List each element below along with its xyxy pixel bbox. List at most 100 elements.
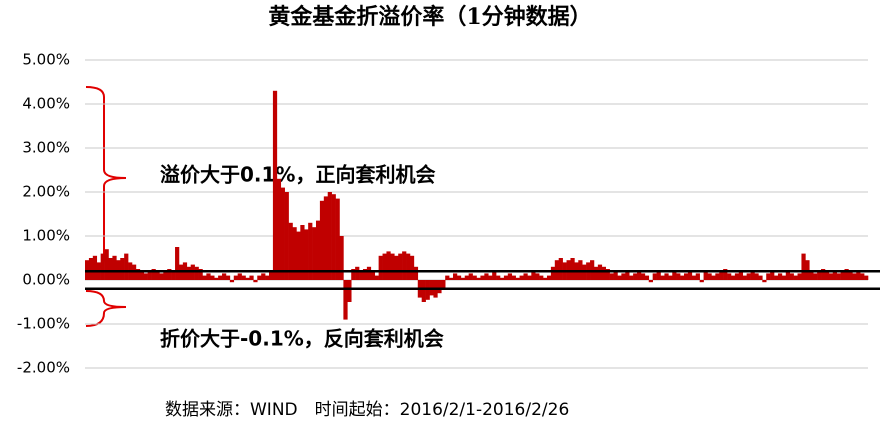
bar [374, 275, 379, 280]
bar [304, 229, 309, 280]
bar [629, 275, 634, 280]
bar [774, 275, 779, 280]
bar [135, 269, 141, 280]
bar [331, 194, 336, 280]
bar [413, 266, 419, 280]
bar [210, 275, 215, 280]
premium-bracket [85, 86, 127, 271]
bar [499, 277, 505, 280]
bar [449, 277, 454, 280]
bar [319, 200, 325, 280]
y-tick-label: 4.00% [22, 95, 70, 113]
bar [194, 266, 199, 280]
bar [593, 266, 599, 280]
bar [613, 271, 618, 280]
bar [738, 271, 744, 280]
bar [456, 275, 462, 280]
bar [398, 253, 403, 280]
bar [406, 253, 411, 280]
bar [844, 269, 849, 280]
bar [621, 273, 626, 280]
bar [355, 266, 360, 280]
bar [840, 271, 845, 280]
bar [503, 275, 509, 280]
bar [276, 178, 282, 280]
bar [206, 273, 211, 280]
annotation: 溢价大于0.1%，正向套利机会 [160, 163, 435, 187]
bar [347, 280, 352, 302]
bar [308, 222, 313, 280]
bar [515, 277, 520, 280]
bar [511, 275, 516, 280]
bar [633, 273, 638, 280]
bar [797, 273, 802, 280]
bar [535, 273, 540, 280]
bar [754, 273, 759, 280]
bar [315, 220, 321, 280]
bar [104, 249, 109, 280]
bar [147, 271, 152, 280]
bar [785, 271, 790, 280]
bar [672, 271, 677, 280]
bar [750, 271, 755, 280]
bar [864, 275, 869, 280]
bar [92, 255, 98, 280]
annotation: 折价大于-0.1%，反向套利机会 [160, 327, 444, 351]
chart-title: 黄金基金折溢价率（1分钟数据） [268, 4, 591, 30]
bar [848, 271, 853, 280]
bar [856, 271, 861, 280]
bar [640, 273, 646, 280]
bar [339, 236, 344, 280]
bar [648, 280, 653, 283]
bar [476, 277, 481, 280]
bar [460, 277, 466, 280]
bar [269, 271, 274, 280]
bar [609, 273, 614, 280]
bar [687, 271, 693, 280]
bar [793, 275, 798, 280]
bar [441, 280, 446, 289]
bar [171, 271, 176, 280]
bar [249, 275, 254, 280]
y-tick-label: 0.00% [22, 271, 70, 289]
bar [715, 273, 720, 280]
bar [386, 251, 391, 280]
bar [527, 275, 532, 280]
bar [453, 273, 458, 280]
bar [464, 275, 469, 280]
bar [683, 273, 689, 280]
bar [409, 255, 415, 280]
bar [742, 275, 747, 280]
bar [155, 271, 160, 280]
bar [550, 266, 556, 280]
bar [781, 275, 787, 280]
bar [727, 273, 732, 280]
bar [296, 231, 301, 280]
bar [723, 269, 728, 280]
bar [163, 271, 168, 280]
bar [652, 273, 657, 280]
y-tick-label: -2.00% [17, 359, 70, 377]
bar [378, 255, 383, 280]
bar [394, 255, 399, 280]
bar [777, 273, 783, 280]
bar [699, 280, 704, 283]
bar [437, 280, 442, 294]
bar [809, 271, 814, 280]
bar [570, 258, 575, 280]
bar [680, 275, 685, 280]
bar [734, 273, 740, 280]
y-tick-label: 2.00% [22, 183, 70, 201]
bar [730, 275, 736, 280]
bar [660, 275, 665, 280]
bar [668, 275, 673, 280]
bar [531, 271, 536, 280]
bar [300, 225, 305, 280]
y-tick-label: 5.00% [22, 51, 70, 69]
bar [225, 275, 231, 280]
bar [390, 253, 395, 280]
bar [539, 275, 544, 280]
bar [159, 273, 164, 280]
bar [468, 273, 473, 280]
